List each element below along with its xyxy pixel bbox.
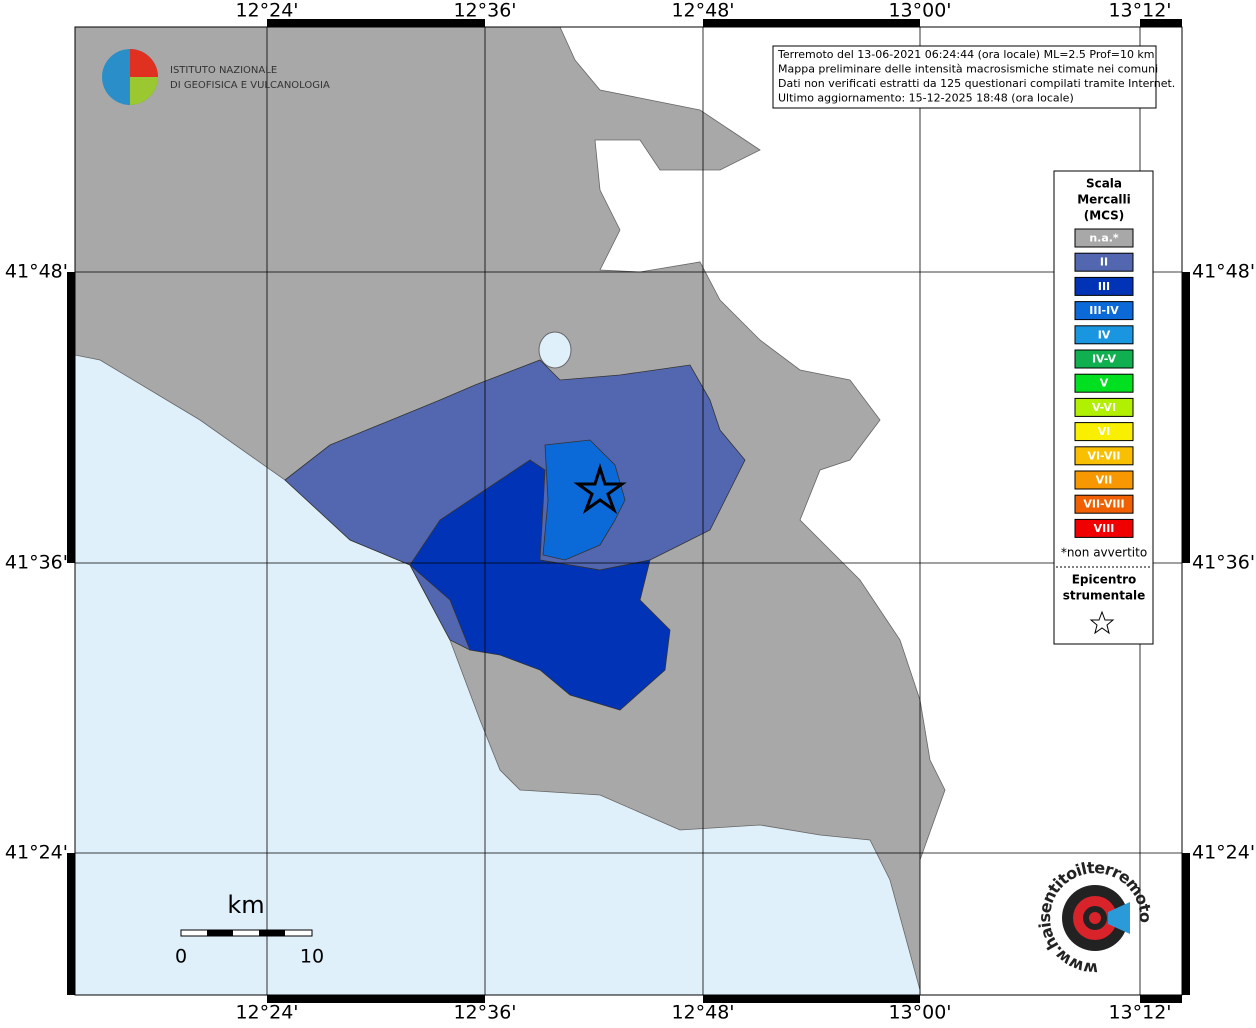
hst-logo — [1089, 912, 1101, 924]
latitude-label: 41°24' — [5, 842, 68, 864]
grid — [67, 19, 1190, 1003]
frame-band — [67, 853, 75, 995]
latitude-label: 41°48' — [1192, 261, 1255, 283]
legend-label: IV-V — [1092, 353, 1117, 366]
area-iii-iv — [542, 439, 626, 561]
info-line: Terremoto del 13-06-2021 06:24:44 (ora l… — [777, 48, 1155, 61]
ingv-logo-part — [130, 77, 158, 105]
frame-band — [1182, 853, 1190, 995]
legend-label: II — [1100, 256, 1108, 269]
legend-epicenter: Epicentro — [1072, 573, 1137, 587]
latitude-label: 41°36' — [5, 552, 68, 574]
legend-note: *non avvertito — [1061, 546, 1147, 560]
legend-swatch — [1074, 252, 1134, 272]
legend-swatch — [1074, 397, 1134, 417]
longitude-label: 12°24' — [235, 0, 298, 22]
legend-label: n.a.* — [1089, 232, 1119, 245]
coordinate-labels: 12°24' 12°24' 12°36' 12°36' 12°48' 12°48' 13°0… — [5, 0, 1255, 1024]
legend-epicenter: strumentale — [1063, 589, 1146, 603]
ingv-logo-part — [130, 49, 158, 77]
scale-bar-seg — [207, 930, 233, 936]
institute-name: ISTITUTO NAZIONALE — [170, 65, 277, 76]
legend-label: V-VI — [1092, 401, 1116, 414]
legend-swatch — [1074, 422, 1134, 442]
longitude-label: 13°00' — [888, 1002, 951, 1024]
frame-band — [1182, 272, 1190, 563]
scale-label: 10 — [300, 946, 324, 968]
legend-label: VI — [1098, 425, 1111, 438]
legend-swatch — [1074, 325, 1134, 345]
info-lines: Terremoto del 13-06-2021 06:24:44 (ora l… — [777, 48, 1175, 105]
legend-label: VII — [1096, 474, 1113, 487]
legend-title: (MCS) — [1084, 209, 1125, 223]
epicenter-star — [573, 462, 627, 515]
longitude-label: 12°36' — [453, 1002, 516, 1024]
info-line: Ultimo aggiornamento: 15-12-2025 18:48 (… — [778, 92, 1074, 105]
institute-name: DI GEOFISICA E VULCANOLOGIA — [170, 80, 330, 91]
latitude-label: 41°24' — [1192, 842, 1255, 864]
legend-label: V — [1100, 377, 1109, 390]
legend-label: VI-VII — [1087, 449, 1120, 462]
scale-unit: km — [227, 891, 264, 919]
legend-swatch — [1074, 276, 1134, 296]
longitude-label: 12°36' — [453, 0, 516, 22]
longitude-label: 13°12' — [1108, 0, 1171, 22]
hst-logo — [1108, 902, 1130, 934]
info-line: Dati non verificati estratti da 125 ques… — [778, 77, 1175, 90]
frame-band — [267, 19, 485, 27]
area-iii — [409, 459, 671, 711]
legend-label: VIII — [1094, 522, 1115, 535]
legend-label: III — [1098, 280, 1110, 293]
lake — [538, 331, 572, 369]
scale-bar — [180, 929, 313, 937]
legend-swatch — [1074, 470, 1134, 490]
legend-swatch — [1074, 228, 1134, 248]
legend-swatch — [1074, 494, 1134, 514]
info-box — [772, 45, 1157, 109]
legend-swatch — [1074, 373, 1134, 393]
legend-label: III-IV — [1089, 304, 1119, 317]
legend-swatch — [1074, 349, 1134, 369]
longitude-label: 12°48' — [671, 1002, 734, 1024]
legend-swatch — [1074, 518, 1134, 538]
frame-band — [703, 19, 920, 27]
frame-band — [703, 995, 920, 1003]
scale-bar-seg — [259, 930, 285, 936]
longitude-label: 13°12' — [1108, 1002, 1171, 1024]
legend: ScalaMercalli(MCS)n.a.*IIIIIIII-IVIVIV-V… — [1061, 177, 1147, 603]
longitude-label: 12°48' — [671, 0, 734, 22]
frame-band — [1140, 19, 1182, 27]
longitude-label: 13°00' — [888, 0, 951, 22]
legend-label: IV — [1098, 328, 1111, 341]
frame-band — [267, 995, 485, 1003]
frame-band — [1140, 995, 1182, 1003]
legend-label: VII-VIII — [1083, 498, 1124, 511]
legend-title: Scala — [1086, 177, 1122, 191]
longitude-label: 12°24' — [235, 1002, 298, 1024]
frame-band — [67, 272, 75, 563]
info-line: Mappa preliminare delle intensità macros… — [778, 63, 1158, 76]
scale-label: 0 — [175, 946, 187, 968]
legend-swatch — [1074, 301, 1134, 321]
legend-star — [1089, 610, 1115, 635]
latitude-label: 41°48' — [5, 261, 68, 283]
legend-swatch — [1074, 446, 1134, 466]
latitude-label: 41°36' — [1192, 552, 1255, 574]
legend-title: Mercalli — [1077, 193, 1131, 207]
